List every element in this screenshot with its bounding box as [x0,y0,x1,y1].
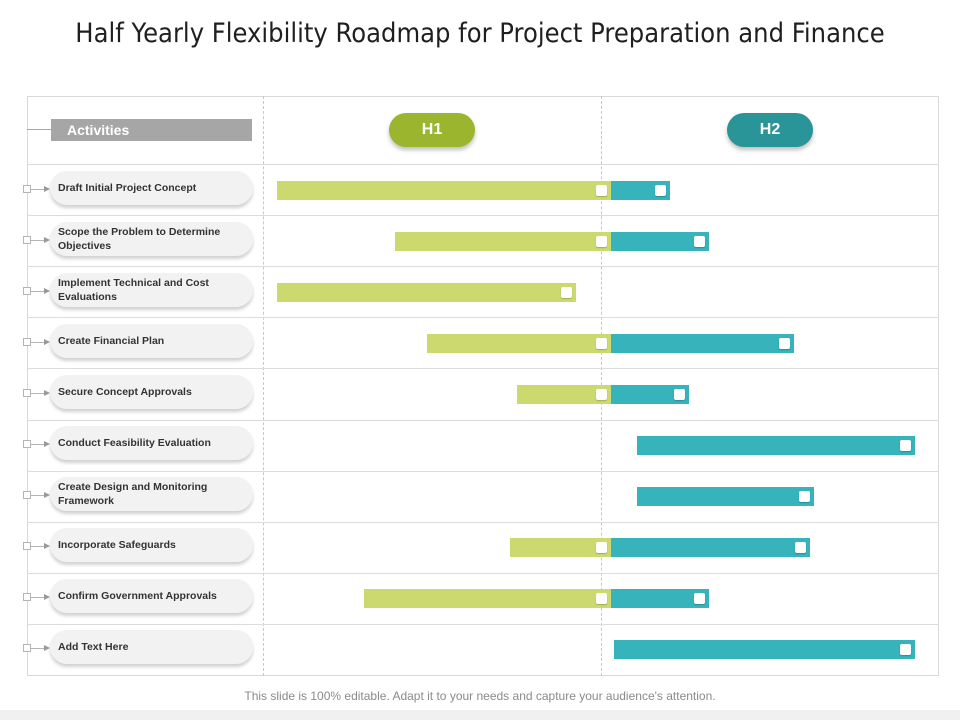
h2-bar [611,538,811,557]
row-divider [27,471,939,472]
row-divider [27,317,939,318]
h2-bar-handle[interactable] [694,593,706,604]
h1-bar [426,334,611,353]
h2-bar [611,334,795,353]
h2-bar-handle[interactable] [900,440,912,451]
activity-label: Incorporate Safeguards [50,528,253,562]
row-connector-icon [23,491,51,501]
period-h2-badge: H2 [727,113,813,147]
row-connector-icon [23,389,51,399]
bottom-strip [0,710,960,720]
h2-bar [611,232,710,251]
h2-bar-handle[interactable] [798,491,810,502]
h2-bar-handle[interactable] [900,644,912,655]
row-connector-icon [23,644,51,654]
h1-bar [276,181,611,200]
activities-header-line [27,129,51,130]
page-title: Half Yearly Flexibility Roadmap for Proj… [75,18,885,49]
h2-bar-handle[interactable] [674,389,686,400]
h1-bar [363,589,611,608]
row-connector-icon [23,185,51,195]
h2-bar [611,589,710,608]
row-connector-icon [23,542,51,552]
row-divider [27,215,939,216]
h1-bar [510,538,611,557]
row-connector-icon [23,338,51,348]
h1-bar [517,385,611,404]
row-connector-icon [23,236,51,246]
h1-bar-handle[interactable] [596,185,607,196]
row-divider [27,266,939,267]
activity-label: Implement Technical and Cost Evaluations [50,273,253,307]
activity-label: Secure Concept Approvals [50,375,253,409]
h1-bar-handle[interactable] [596,338,607,349]
h2-bar [637,487,814,506]
h1-bar [395,232,611,251]
row-divider [27,368,939,369]
h2-bar-handle[interactable] [795,542,807,553]
row-divider [27,522,939,523]
activity-label: Create Financial Plan [50,324,253,358]
h1-bar-handle[interactable] [561,287,573,298]
h1-bar-handle[interactable] [596,593,607,604]
h2-bar [614,640,916,659]
row-divider [27,164,939,165]
row-connector-icon [23,287,51,297]
activity-label: Create Design and Monitoring Framework [50,477,253,511]
h2-bar-handle[interactable] [654,185,666,196]
h1-bar-handle[interactable] [596,542,607,553]
h1-bar-handle[interactable] [596,389,607,400]
activity-label: Draft Initial Project Concept [50,171,253,205]
activities-header: Activities [51,119,252,141]
h1-bar [276,283,577,302]
h1-bar-handle[interactable] [596,236,607,247]
row-connector-icon [23,440,51,450]
row-divider [27,624,939,625]
roadmap-frame [27,96,939,676]
activity-label: Scope the Problem to Determine Objective… [50,222,253,256]
footer-note: This slide is 100% editable. Adapt it to… [244,689,716,703]
activity-label: Confirm Government Approvals [50,579,253,613]
activity-label: Add Text Here [50,630,253,664]
column-divider-left [263,96,264,676]
h2-bar [611,385,690,404]
h2-bar [637,436,916,455]
h2-bar-handle[interactable] [694,236,706,247]
row-connector-icon [23,593,51,603]
h2-bar-handle[interactable] [779,338,791,349]
row-divider [27,420,939,421]
activity-label: Conduct Feasibility Evaluation [50,426,253,460]
period-h1-badge: H1 [389,113,475,147]
row-divider [27,573,939,574]
